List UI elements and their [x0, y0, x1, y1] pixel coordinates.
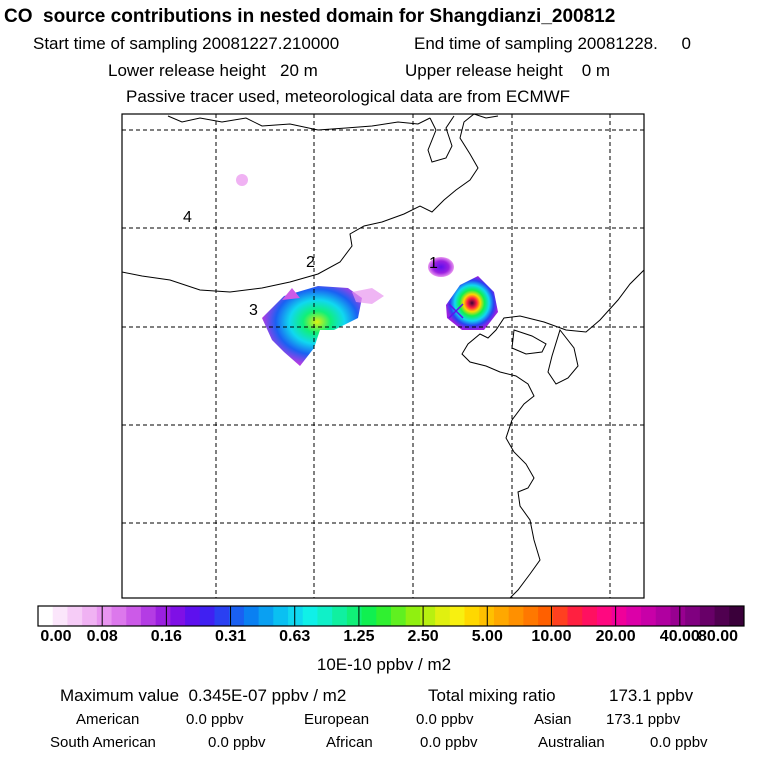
african-label: African [326, 734, 373, 751]
african-value: 0.0 ppbv [420, 734, 478, 751]
colorbar-swatch [376, 606, 392, 626]
european-label: European [304, 711, 370, 728]
colorbar-swatch [582, 606, 598, 626]
colorbar-swatch [199, 606, 215, 626]
colorbar-swatch [523, 606, 539, 626]
colorbar-swatch [82, 606, 98, 626]
colorbar-swatch [449, 606, 466, 626]
colorbar-tick-label: 1.25 [343, 628, 375, 645]
colorbar-tick-label: 40.00 [659, 628, 700, 645]
australian-label: Australian [538, 734, 605, 751]
colorbar-swatch [685, 606, 701, 626]
colorbar-swatch [596, 606, 613, 626]
european-value: 0.0 ppbv [416, 711, 474, 728]
colorbar-swatch [288, 606, 304, 626]
american-value: 0.0 ppbv [186, 711, 244, 728]
colorbar-tick-label: 0.31 [214, 628, 247, 645]
region-label-4: 4 [183, 209, 192, 226]
total-mixing-value: 173.1 ppbv [609, 686, 694, 705]
colorbar-units: 10E-10 ppbv / m2 [316, 655, 452, 674]
colorbar [37, 606, 745, 626]
end-time-label: End time of sampling 20081228. 0 [414, 34, 691, 53]
asian-value: 173.1 ppbv [606, 711, 681, 728]
colorbar-swatch [67, 606, 83, 626]
colorbar-tick-label: 0.08 [86, 628, 118, 645]
colorbar-swatch [185, 606, 201, 626]
colorbar-tick-label: 2.50 [407, 628, 439, 645]
plume-small-north [428, 257, 454, 277]
map-frame [121, 113, 645, 599]
colorbar-swatch [273, 606, 289, 626]
colorbar-swatch [641, 606, 657, 626]
colorbar-swatch [170, 606, 186, 626]
australian-value: 0.0 ppbv [650, 734, 708, 751]
colorbar-swatch [52, 606, 68, 626]
colorbar-swatch [229, 606, 245, 626]
colorbar-tick-label: 0.63 [279, 628, 311, 645]
plume-faint-north [236, 174, 248, 186]
colorbar-swatch [670, 606, 686, 626]
colorbar-swatch [111, 606, 127, 626]
colorbar-swatch [655, 606, 671, 626]
colorbar-tick-label: 0.16 [150, 628, 182, 645]
asian-label: Asian [534, 711, 572, 728]
upper-release-label: Upper release height 0 m [405, 61, 611, 80]
colorbar-swatch [567, 606, 583, 626]
colorbar-swatch [38, 606, 54, 626]
colorbar-swatch [243, 606, 260, 626]
plot-title: CO source contributions in nested domain… [4, 6, 616, 27]
colorbar-swatch [302, 606, 318, 626]
station-cross-icon [448, 303, 464, 319]
colorbar-swatch [140, 606, 157, 626]
max-value-label: Maximum value 0.345E-07 ppbv / m2 [60, 686, 347, 705]
colorbar-tick-label: 5.00 [471, 628, 503, 645]
colorbar-tick-label: 10.00 [531, 628, 572, 645]
region-label-2: 2 [306, 254, 315, 271]
colorbar-swatch [611, 606, 627, 626]
colorbar-swatch [464, 606, 480, 626]
colorbar-swatch [332, 606, 348, 626]
colorbar-swatch [214, 606, 230, 626]
colorbar-swatch [317, 606, 333, 626]
colorbar-swatch [126, 606, 142, 626]
colorbar-swatch [493, 606, 510, 626]
colorbar-swatch [508, 606, 524, 626]
colorbar-swatch [346, 606, 363, 626]
colorbar-frame [37, 605, 745, 627]
colorbar-swatch [420, 606, 436, 626]
colorbar-swatch [729, 606, 745, 626]
colorbar-tick-label: 20.00 [595, 628, 636, 645]
american-label: American [76, 711, 140, 728]
colorbar-swatch [699, 606, 716, 626]
colorbar-swatch [155, 606, 171, 626]
colorbar-swatch [391, 606, 407, 626]
region-label-3: 3 [249, 302, 258, 319]
colorbar-swatch [714, 606, 730, 626]
plume-west [262, 286, 384, 366]
colorbar-swatch [258, 606, 274, 626]
total-mixing-label: Total mixing ratio [428, 686, 556, 705]
colorbar-swatch [96, 606, 113, 626]
south-american-value: 0.0 ppbv [208, 734, 266, 751]
colorbar-swatch [361, 606, 377, 626]
colorbar-swatch [435, 606, 451, 626]
country-borders [122, 114, 644, 598]
colorbar-swatch [626, 606, 642, 626]
south-american-label: South American [50, 734, 156, 751]
start-time-label: Start time of sampling 20081227.210000 [33, 34, 340, 53]
plume-main [446, 276, 498, 330]
colorbar-swatch [405, 606, 421, 626]
tracer-note: Passive tracer used, meteorological data… [126, 87, 571, 106]
graticule [122, 114, 644, 598]
lower-release-label: Lower release height 20 m [108, 61, 318, 80]
colorbar-swatch [538, 606, 554, 626]
region-label-1: 1 [429, 255, 438, 272]
colorbar-swatch [552, 606, 568, 626]
colorbar-tick-label: 80.00 [697, 628, 739, 645]
colorbar-tick-label: 0.00 [40, 628, 72, 645]
